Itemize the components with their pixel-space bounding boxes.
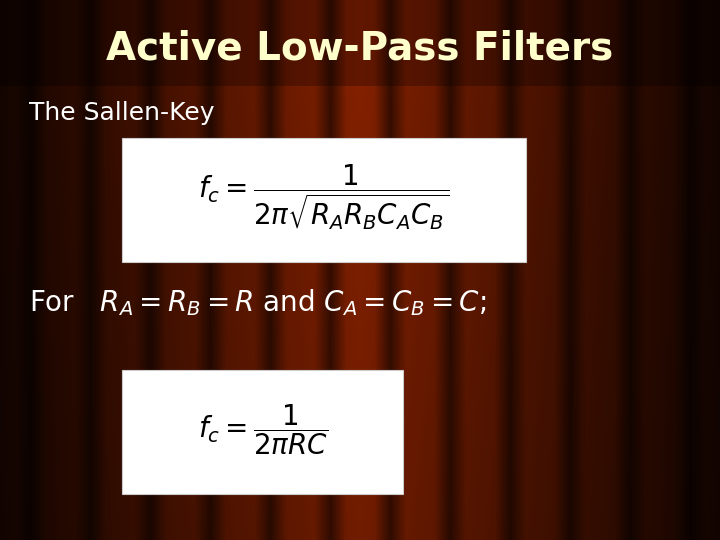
Text: $f_c = \dfrac{1}{2\pi\sqrt{R_A R_B C_A C_B}}$: $f_c = \dfrac{1}{2\pi\sqrt{R_A R_B C_A C… [198, 163, 450, 232]
Text: Active Low-Pass Filters: Active Low-Pass Filters [107, 30, 613, 68]
Text: For   $R_A = R_B = R$ and $C_A = C_B = C;$: For $R_A = R_B = R$ and $C_A = C_B = C;$ [29, 287, 486, 318]
Text: The Sallen-Key: The Sallen-Key [29, 102, 215, 125]
FancyBboxPatch shape [122, 138, 526, 262]
FancyBboxPatch shape [122, 370, 403, 494]
Text: $f_c = \dfrac{1}{2\pi RC}$: $f_c = \dfrac{1}{2\pi RC}$ [197, 402, 328, 457]
